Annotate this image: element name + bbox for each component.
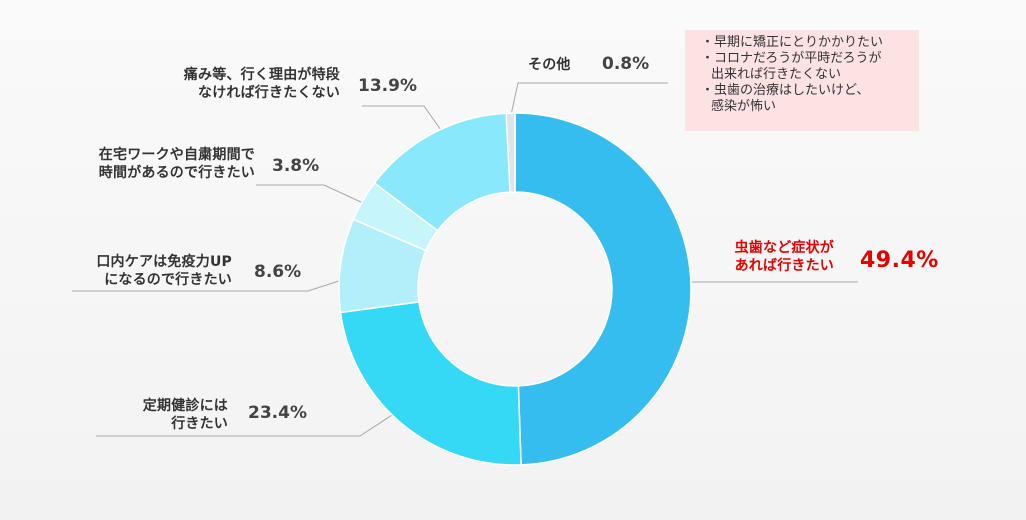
value-label-no-reason: 13.9% bbox=[358, 76, 417, 96]
note-item: ・虫歯の治療はしたいけど、 感染が怖い bbox=[701, 83, 870, 114]
leader-line-remote-work bbox=[256, 184, 377, 210]
leader-line-other bbox=[510, 82, 668, 116]
note-item: ・早期に矯正にとりかかりたい bbox=[701, 35, 884, 50]
value-label-symptom: 49.4% bbox=[860, 248, 939, 273]
value-label-other: 0.8% bbox=[602, 54, 650, 74]
category-label-other: その他 bbox=[528, 57, 571, 73]
category-label-remote-work: 在宅ワークや自粛期間で 時間があるので行きたい bbox=[98, 147, 255, 181]
value-label-immunity: 8.6% bbox=[254, 262, 302, 282]
category-label-symptom: 虫歯など症状が あれば行きたい bbox=[734, 240, 834, 274]
value-label-remote-work: 3.8% bbox=[272, 156, 320, 176]
leader-line-immunity bbox=[72, 277, 349, 292]
category-label-no-reason: 痛み等、行く理由が特段 なければ行きたくない bbox=[183, 67, 340, 101]
value-label-checkup: 23.4% bbox=[248, 403, 307, 423]
note-item: ・コロナだろうが平時だろうが 出来れば行きたくない bbox=[701, 51, 882, 82]
other-notes-box: ・早期に矯正にとりかかりたい ・コロナだろうが平時だろうが 出来れば行きたくない… bbox=[685, 30, 919, 131]
category-label-immunity: 口内ケアは免疫力UP になるので行きたい bbox=[96, 254, 232, 288]
slice-checkup bbox=[339, 301, 522, 466]
slice-symptom bbox=[514, 112, 692, 466]
category-label-checkup: 定期健診には 行きたい bbox=[142, 398, 228, 432]
slice-other bbox=[505, 112, 516, 193]
